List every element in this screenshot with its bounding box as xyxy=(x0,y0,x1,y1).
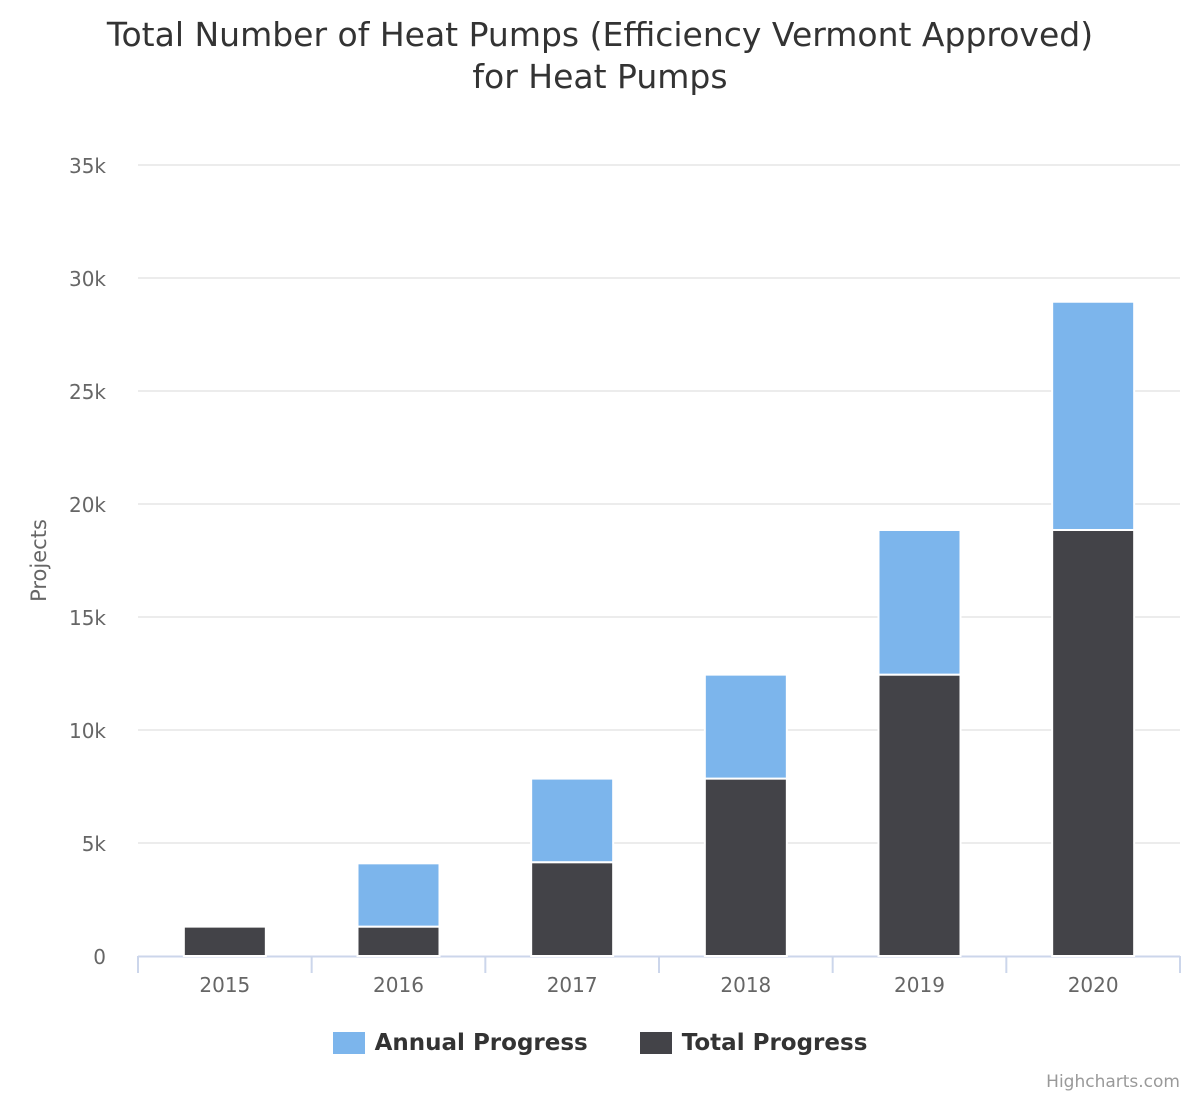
x-tick-label: 2019 xyxy=(894,973,945,997)
legend-swatch-annual-progress xyxy=(332,1032,365,1054)
chart-title: Total Number of Heat Pumps (Efficiency V… xyxy=(0,14,1200,98)
x-tick-label: 2015 xyxy=(199,973,250,997)
y-tick-label: 25k xyxy=(69,380,106,404)
legend-label-total-progress: Total Progress xyxy=(681,1030,868,1056)
legend-item-annual-progress[interactable]: Annual Progress xyxy=(332,1030,588,1056)
y-tick-label: 35k xyxy=(69,154,106,178)
legend-swatch-total-progress xyxy=(639,1032,672,1054)
bar-annual-progress xyxy=(1051,300,1136,531)
bar-annual-progress xyxy=(356,862,441,928)
legend-item-total-progress[interactable]: Total Progress xyxy=(639,1030,868,1056)
bar-total-progress xyxy=(703,777,788,958)
legend-label-annual-progress: Annual Progress xyxy=(374,1030,588,1056)
bar-total-progress xyxy=(182,925,267,957)
y-tick-label: 5k xyxy=(82,832,107,856)
x-tick-label: 2020 xyxy=(1068,973,1119,997)
x-tick-label: 2017 xyxy=(547,973,598,997)
y-tick-label: 10k xyxy=(69,719,106,743)
x-tick-label: 2018 xyxy=(720,973,771,997)
x-tick-label: 2016 xyxy=(373,973,424,997)
bar-total-progress xyxy=(356,925,441,957)
bar-annual-progress xyxy=(530,777,615,864)
y-tick-label: 15k xyxy=(69,606,106,630)
bar-annual-progress xyxy=(703,673,788,780)
y-axis-title: Projects xyxy=(27,519,51,602)
bar-total-progress xyxy=(530,861,615,958)
chart-legend: Annual Progress Total Progress xyxy=(0,1030,1200,1060)
chart-title-line-2: for Heat Pumps xyxy=(472,57,728,96)
y-tick-label: 30k xyxy=(69,267,106,291)
bar-annual-progress xyxy=(877,528,962,676)
bar-total-progress xyxy=(1051,528,1136,957)
bar-total-progress xyxy=(877,673,962,957)
chart-title-line-1: Total Number of Heat Pumps (Efficiency V… xyxy=(106,15,1094,54)
credit-link[interactable]: Highcharts.com xyxy=(1046,1072,1180,1092)
y-tick-label: 20k xyxy=(69,493,106,517)
y-tick-label: 0 xyxy=(93,945,106,969)
